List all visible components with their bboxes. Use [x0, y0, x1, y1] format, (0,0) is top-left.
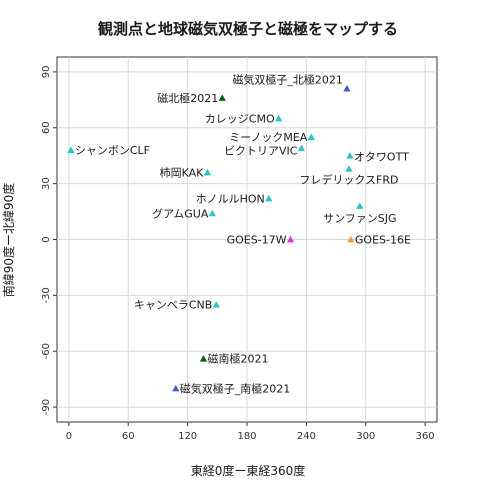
point-label: シャンボンCLF [75, 144, 150, 157]
point-marker [345, 165, 353, 172]
point-marker [199, 355, 208, 362]
y-tick-label: 60 [41, 121, 52, 134]
x-tick-label: 0 [66, 431, 72, 442]
point-marker [347, 235, 355, 243]
data-points: 磁気双極子_北極2021 磁北極2021 カレッジCMO ミーノックMEAビクトリアV… [67, 73, 411, 395]
point-marker [265, 194, 273, 202]
point-marker [343, 85, 351, 92]
grid-lines [57, 57, 437, 422]
point-label: 磁気双極子_北極2021 [232, 73, 343, 87]
point-label: 柿岡KAK [160, 165, 205, 179]
point-marker [208, 209, 216, 217]
point-marker [218, 94, 226, 101]
point-label: サンファンSJG [323, 212, 396, 225]
point-marker [203, 168, 212, 176]
point-marker [356, 202, 364, 209]
point-label: グアムGUA [152, 206, 209, 220]
point-marker [275, 114, 283, 122]
point-marker [67, 146, 75, 153]
point-label: ホノルルHON [196, 193, 265, 206]
x-tick-label: 120 [178, 431, 197, 442]
x-axis-label: 東経0度ー東経360度 [191, 463, 306, 478]
point-label: キャンベラCNB [134, 299, 212, 312]
y-axis-label: 南緯90度ー北緯90度 [1, 183, 16, 298]
x-tick-label: 180 [237, 431, 256, 442]
x-tick-label: 300 [356, 431, 375, 442]
y-tick-label: 0 [41, 236, 52, 242]
point-label: カレッジCMO [205, 112, 275, 125]
point-marker [286, 235, 295, 243]
y-tick-label: 30 [41, 177, 52, 190]
x-tick-label: 60 [122, 431, 135, 442]
point-label: ミーノックMEA [229, 131, 308, 144]
point-label: オタワOTT [354, 151, 409, 164]
x-tick-label: 360 [416, 431, 435, 442]
point-marker [297, 144, 306, 152]
y-tick-label: -90 [41, 399, 52, 415]
point-label: GOES-17W [227, 234, 287, 247]
point-label: ビクトリアVIC [224, 144, 298, 157]
point-marker [172, 384, 180, 392]
point-label: GOES-16E [355, 234, 411, 247]
y-tick-label: -30 [41, 287, 52, 303]
point-label: 磁気双極子_南極2021 [180, 381, 291, 395]
point-marker [346, 152, 354, 159]
y-tick-label: -60 [41, 343, 52, 359]
y-tick-label: 90 [41, 66, 52, 79]
x-tick-label: 240 [297, 431, 316, 442]
point-marker [212, 301, 220, 308]
chart-title: 観測点と地球磁気双極子と磁極をマップする [98, 20, 398, 38]
point-label: 磁北極2021 [157, 91, 218, 105]
point-label: フレデリックスFRD [299, 173, 398, 187]
point-marker [307, 133, 315, 140]
point-label: 磁南極2021 [207, 352, 268, 366]
